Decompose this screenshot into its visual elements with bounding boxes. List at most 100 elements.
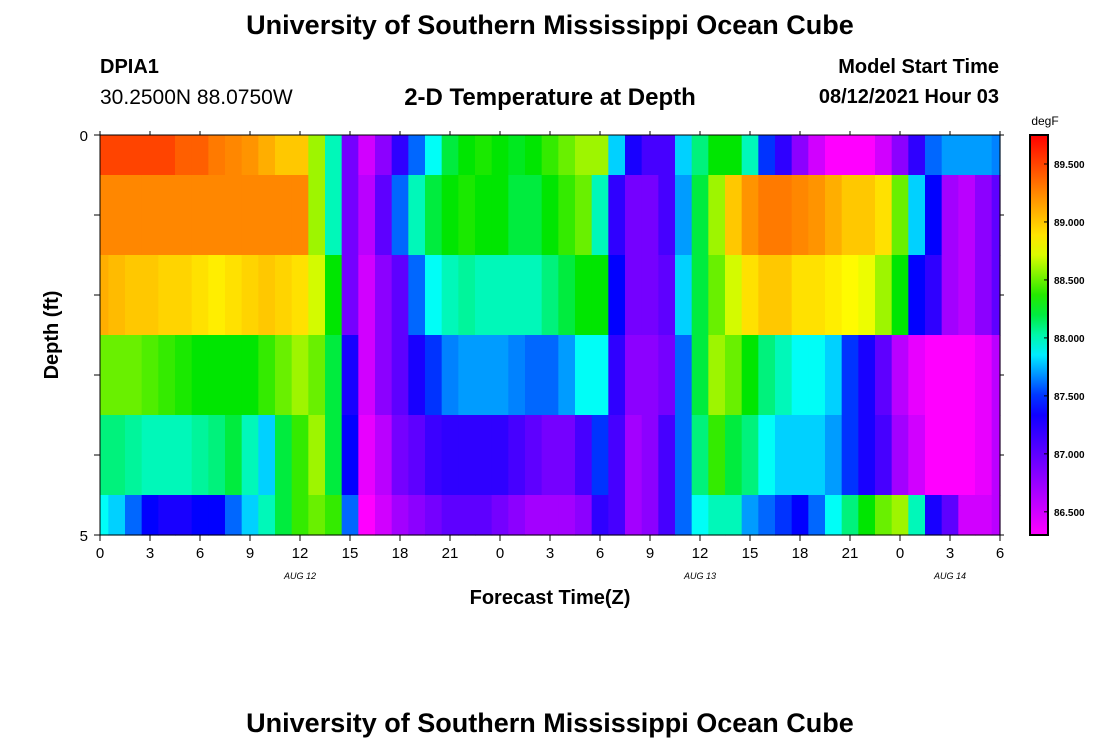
heatmap-cell	[875, 175, 893, 256]
heatmap-cell	[100, 175, 109, 256]
heatmap-cell	[425, 335, 443, 416]
heatmap-cell	[758, 135, 776, 176]
heatmap-cell	[975, 175, 993, 256]
heatmap-cell	[291, 255, 309, 336]
heatmap-cell	[591, 175, 609, 256]
heatmap-cell	[225, 415, 243, 496]
x-tick-label: 9	[246, 545, 254, 562]
heatmap-cell	[825, 415, 843, 496]
heatmap-cell	[825, 175, 843, 256]
heatmap-cell	[708, 175, 726, 256]
heatmap-cell	[758, 415, 776, 496]
heatmap-cell	[775, 335, 793, 416]
heatmap-cell	[425, 415, 443, 496]
heatmap-cell	[125, 255, 143, 336]
heatmap-cell	[575, 415, 593, 496]
heatmap-cell	[925, 415, 943, 496]
heatmap-cell	[341, 255, 359, 336]
heatmap-cell	[958, 175, 976, 256]
heatmap-cell	[108, 415, 126, 496]
heatmap-cell	[108, 135, 126, 176]
heatmap-cell	[591, 495, 609, 536]
heatmap-cell	[725, 495, 743, 536]
heatmap-cell	[325, 135, 343, 176]
x-tick-label: 12	[692, 545, 709, 562]
heatmap-cell	[791, 255, 809, 336]
heatmap-cell	[458, 175, 476, 256]
heatmap-cell	[725, 175, 743, 256]
heatmap-cell	[508, 415, 526, 496]
heatmap-cell	[291, 415, 309, 496]
heatmap-cell	[958, 495, 976, 536]
heatmap-cell	[775, 175, 793, 256]
heatmap-cell	[658, 415, 676, 496]
x-tick-label: 0	[496, 545, 504, 562]
heatmap-cell	[858, 175, 876, 256]
colorbar-scale	[1029, 134, 1049, 536]
heatmap-cell	[858, 415, 876, 496]
heatmap-cell	[458, 135, 476, 176]
colorbar-tick-label: 86.500	[1054, 508, 1085, 519]
x-tick-label: 15	[342, 545, 359, 562]
heatmap-cell	[808, 255, 826, 336]
heatmap-cell	[325, 415, 343, 496]
heatmap-cell	[641, 255, 659, 336]
heatmap-cell	[575, 335, 593, 416]
heatmap-cell	[175, 415, 193, 496]
heatmap-cell	[691, 495, 709, 536]
heatmap-cell	[375, 135, 393, 176]
heatmap-cell	[875, 255, 893, 336]
heatmap-cell	[291, 335, 309, 416]
colorbar-tick-label: 87.000	[1054, 450, 1085, 461]
x-tick-label: 9	[646, 545, 654, 562]
heatmap-cell	[125, 495, 143, 536]
heatmap-cell	[441, 415, 459, 496]
heatmap-cell	[208, 335, 226, 416]
x-tick-label: 0	[896, 545, 904, 562]
heatmap-cell	[341, 175, 359, 256]
heatmap-cell	[358, 135, 376, 176]
colorbar-unit-label: degF	[1031, 114, 1058, 128]
heatmap-cell	[675, 255, 693, 336]
heatmap-cell	[941, 415, 959, 496]
x-tick-label: 0	[96, 545, 104, 562]
heatmap-cell	[525, 175, 543, 256]
heatmap-cell	[541, 255, 559, 336]
heatmap-cell	[525, 415, 543, 496]
heatmap-cell	[841, 335, 859, 416]
heatmap-cell	[458, 495, 476, 536]
heatmap-cell	[341, 495, 359, 536]
colorbar-tick-label: 88.000	[1054, 334, 1085, 345]
heatmap-cell	[708, 255, 726, 336]
heatmap-cell	[625, 335, 643, 416]
heatmap-cell	[758, 335, 776, 416]
heatmap-cell	[725, 335, 743, 416]
heatmap-cell	[708, 335, 726, 416]
heatmap-cell	[308, 255, 326, 336]
heatmap-cell	[791, 135, 809, 176]
x-tick-label: 21	[442, 545, 459, 562]
heatmap-cell	[891, 495, 909, 536]
colorbar-tick-label: 89.000	[1054, 218, 1085, 229]
heatmap-cell	[741, 135, 759, 176]
heatmap-cell	[658, 175, 676, 256]
heatmap-cell	[975, 495, 993, 536]
heatmap-cell	[375, 335, 393, 416]
heatmap-cell	[308, 335, 326, 416]
heatmap-cell	[775, 415, 793, 496]
heatmap-cell	[441, 495, 459, 536]
heatmap-cell	[508, 255, 526, 336]
x-tick-label: 18	[792, 545, 809, 562]
heatmap-cell	[808, 175, 826, 256]
heatmap-cell	[858, 495, 876, 536]
heatmap-cell	[525, 135, 543, 176]
heatmap-cell	[100, 495, 109, 536]
heatmap-cell	[808, 495, 826, 536]
heatmap-cell	[841, 415, 859, 496]
heatmap-cell	[691, 175, 709, 256]
heatmap-cell	[675, 135, 693, 176]
heatmap-cell	[891, 335, 909, 416]
heatmap-cell	[591, 135, 609, 176]
heatmap-cell	[191, 495, 209, 536]
